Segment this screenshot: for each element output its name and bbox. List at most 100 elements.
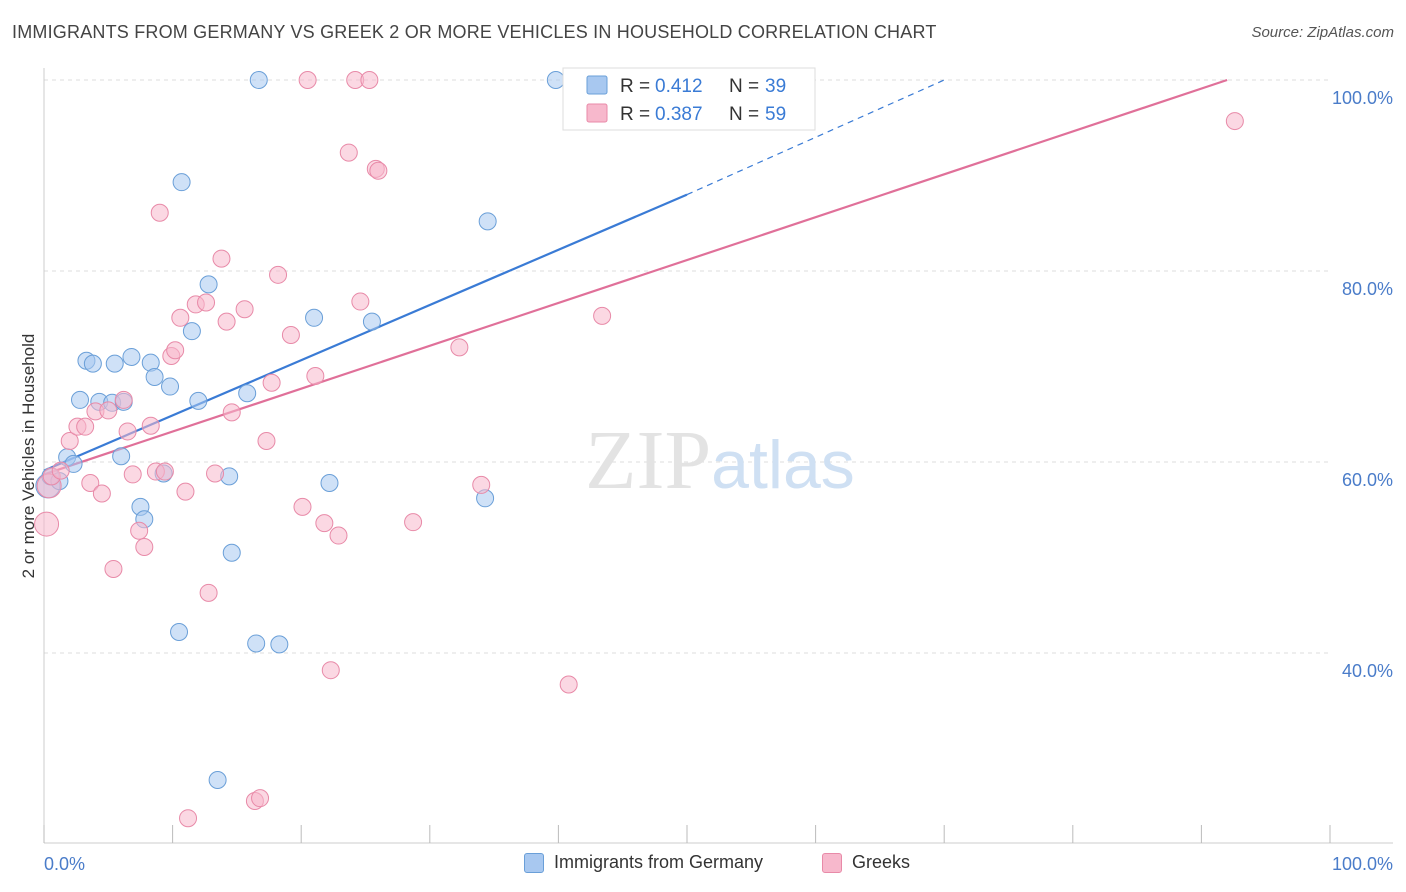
legend-n-label-1: N = — [729, 76, 759, 97]
legend-n-label-2: N = — [729, 104, 759, 125]
legend-label-greeks: Greeks — [852, 852, 911, 872]
germany-point-34 — [362, 312, 381, 331]
greeks-point-13 — [118, 422, 137, 441]
x-axis-ticks — [43, 825, 1331, 843]
greeks-point-41 — [306, 367, 325, 386]
greeks-point-33 — [235, 300, 254, 319]
legend-item-greeks: Greeks — [822, 852, 910, 873]
greeks-point-31 — [217, 312, 236, 331]
greeks-point-45 — [329, 526, 348, 545]
greeks-point-15 — [130, 521, 149, 540]
greeks-point-49 — [360, 71, 379, 89]
germany-point-25 — [208, 771, 227, 790]
greeks-point-7 — [81, 474, 100, 493]
germany-point-5 — [71, 390, 90, 409]
germany-point-37 — [546, 71, 565, 89]
greeks-point-30 — [212, 249, 231, 268]
greeks-point-27 — [197, 293, 216, 312]
y-axis-label: 2 or more Vehicles in Household — [19, 334, 38, 579]
greeks-point-39 — [281, 325, 300, 344]
legend-r-value-1: 0.412 — [655, 76, 703, 97]
germany-point-21 — [172, 173, 191, 192]
chart-title: IMMIGRANTS FROM GERMANY VS GREEK 2 OR MO… — [12, 22, 937, 42]
germany-point-28 — [238, 384, 257, 403]
legend-r-label-1: R = — [620, 76, 650, 97]
greeks-point-40 — [293, 497, 312, 516]
legend-box: R = 0.412 N = 39 R = 0.387 N = 59 — [562, 67, 816, 131]
greeks-point-0 — [34, 511, 60, 537]
legend-swatch-blue — [586, 75, 608, 95]
legend-label-germany: Immigrants from Germany — [554, 852, 764, 872]
greeks-point-44 — [321, 661, 340, 680]
legend-swatch-germany — [524, 852, 544, 873]
greeks-point-28 — [199, 583, 218, 602]
germany-point-22 — [182, 322, 201, 341]
greeks-point-38 — [269, 265, 288, 284]
y-tick-label-100: 100.0% — [1332, 88, 1393, 108]
greeks-point-42 — [298, 71, 317, 89]
germany-point-31 — [270, 635, 289, 654]
greeks-point-17 — [141, 416, 160, 435]
germany-point-27 — [222, 543, 241, 562]
x-tick-label-max: 100.0% — [1332, 854, 1393, 874]
y-tick-label-60: 60.0% — [1342, 470, 1393, 490]
data-points — [34, 71, 1244, 828]
germany-point-11 — [112, 447, 131, 466]
legend-swatch-greeks — [822, 852, 842, 873]
greeks-point-14 — [123, 465, 142, 484]
greeks-point-46 — [339, 143, 358, 162]
watermark-zip: ZIPatlas — [585, 414, 855, 507]
greeks-point-10 — [99, 401, 118, 420]
legend-item-germany: Immigrants from Germany — [524, 852, 763, 873]
y-tick-label-80: 80.0% — [1342, 279, 1393, 299]
greeks-point-22 — [166, 341, 185, 360]
greeks-point-12 — [114, 390, 133, 409]
greeks-point-37 — [262, 373, 281, 392]
germany-point-29 — [247, 634, 266, 653]
greeks-point-43 — [315, 514, 334, 533]
x-tick-label-min: 0.0% — [44, 854, 85, 874]
greeks-point-25 — [179, 809, 198, 828]
greeks-point-4 — [60, 431, 79, 450]
germany-point-10 — [105, 354, 124, 373]
greeks-point-24 — [176, 482, 195, 501]
greeks-point-6 — [76, 417, 95, 436]
bottom-legend: Immigrants from Germany Greeks — [0, 852, 1406, 880]
source-label: Source: ZipAtlas.com — [1251, 24, 1394, 41]
germany-point-17 — [145, 368, 164, 387]
greeks-point-20 — [155, 462, 174, 481]
germany-point-32 — [305, 308, 324, 327]
greeks-point-35 — [251, 789, 270, 808]
y-tick-label-40: 40.0% — [1342, 661, 1393, 681]
trend-line-germany-extension — [686, 79, 945, 196]
legend-n-value-2: 59 — [765, 104, 786, 125]
greeks-point-58 — [1225, 112, 1244, 131]
greeks-point-23 — [171, 308, 190, 327]
germany-point-36 — [478, 212, 497, 231]
greeks-point-16 — [135, 537, 154, 556]
legend-n-value-1: 39 — [765, 76, 786, 97]
greeks-point-48 — [351, 292, 370, 311]
greeks-point-11 — [104, 559, 123, 578]
y-axis-tick-labels: 100.0% 80.0% 60.0% 40.0% — [1332, 88, 1393, 681]
greeks-point-9 — [92, 484, 111, 503]
germany-point-33 — [320, 474, 339, 493]
greeks-point-55 — [559, 675, 578, 694]
greeks-point-51 — [369, 161, 388, 180]
greeks-point-29 — [206, 464, 225, 483]
germany-point-24 — [199, 275, 218, 294]
germany-point-30 — [249, 71, 268, 89]
greeks-point-32 — [222, 403, 241, 422]
trend-line-greeks — [43, 78, 1228, 476]
germany-point-13 — [122, 347, 141, 366]
greeks-point-36 — [257, 431, 276, 450]
germany-point-7 — [83, 354, 102, 373]
legend-swatch-pink — [586, 103, 608, 123]
germany-point-19 — [161, 377, 180, 396]
greeks-point-53 — [450, 338, 469, 357]
legend-r-value-2: 0.387 — [655, 104, 703, 125]
greeks-point-52 — [404, 513, 423, 532]
germany-point-20 — [170, 622, 189, 641]
greeks-point-3 — [51, 461, 70, 480]
